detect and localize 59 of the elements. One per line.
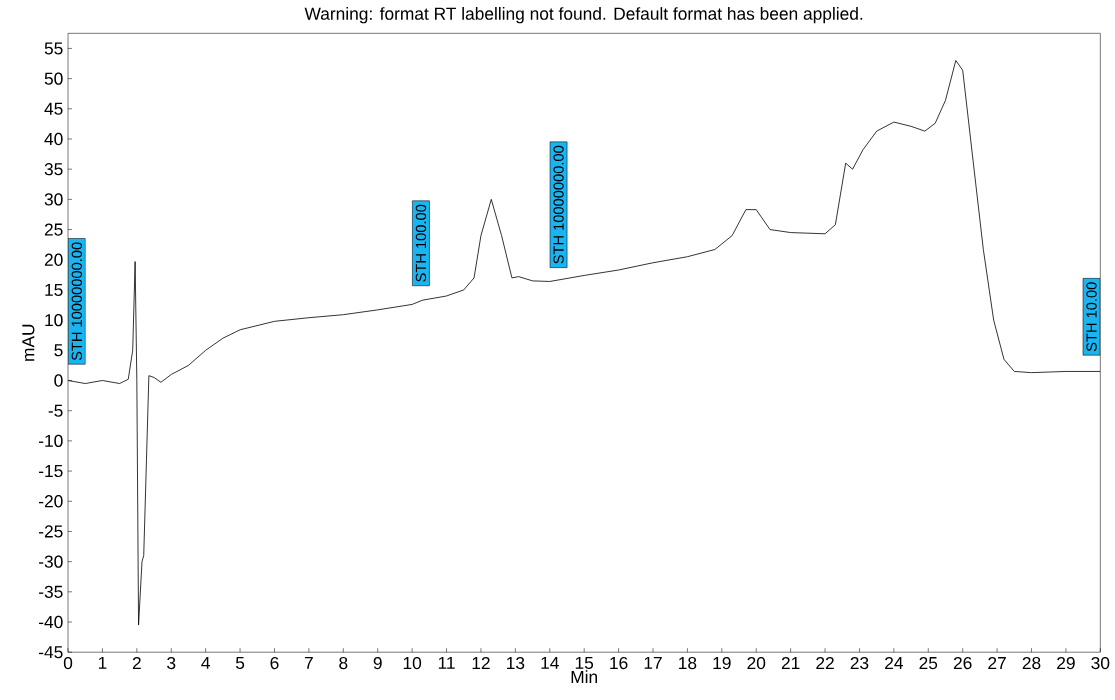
x-tick-label: 22 xyxy=(816,656,834,669)
y-tick-label: -35 xyxy=(39,585,63,598)
x-tick-label: 4 xyxy=(201,656,210,669)
x-tick-label: 23 xyxy=(850,656,869,670)
y-tick-label: 40 xyxy=(44,132,63,146)
x-tick-label: 13 xyxy=(507,656,525,670)
x-tick-label: 3 xyxy=(167,656,176,670)
x-tick-label: 29 xyxy=(1057,656,1075,670)
x-tick-label: 28 xyxy=(1022,656,1041,670)
y-axis-title: mAU xyxy=(22,324,35,361)
y-tick-label: 35 xyxy=(44,162,63,176)
x-tick-label: 10 xyxy=(403,656,422,670)
x-tick-label: 25 xyxy=(919,656,938,670)
x-tick-label: 5 xyxy=(235,656,245,669)
y-tick-label: 45 xyxy=(44,102,63,115)
x-tick-label: 20 xyxy=(747,656,766,670)
x-tick-label: 0 xyxy=(63,656,73,670)
x-tick-label: 9 xyxy=(373,656,382,670)
annotation: STH 10000000.00 xyxy=(71,242,83,361)
x-tick-label: 6 xyxy=(270,656,279,670)
y-tick-label: -5 xyxy=(48,404,63,417)
y-tick-label: 30 xyxy=(44,193,63,206)
x-tick-label: 21 xyxy=(781,656,800,669)
x-tick-label: 12 xyxy=(472,656,490,669)
x-tick-label: 7 xyxy=(304,656,313,669)
x-tick-label: 15 xyxy=(575,656,594,669)
y-tick-label: 55 xyxy=(44,42,63,55)
x-tick-label: 16 xyxy=(610,656,628,670)
x-tick-label: 18 xyxy=(679,656,697,670)
x-axis-title: Min xyxy=(571,670,598,683)
y-tick-label: -25 xyxy=(39,525,63,538)
y-tick-label: 5 xyxy=(54,344,63,357)
y-tick-label: -30 xyxy=(39,555,63,568)
x-tick-label: 11 xyxy=(438,656,455,669)
x-tick-label: 19 xyxy=(713,656,731,670)
x-tick-label: 26 xyxy=(953,656,972,670)
x-tick-label: 27 xyxy=(988,656,1006,669)
annotation: STH 10.00 xyxy=(1086,282,1097,352)
y-tick-label: -20 xyxy=(39,495,63,508)
y-tick-label: -45 xyxy=(39,646,63,659)
y-tick-label: 50 xyxy=(44,72,63,85)
y-tick-label: -15 xyxy=(39,464,63,478)
y-tick-label: 15 xyxy=(45,283,63,296)
x-tick-label: 1 xyxy=(98,656,107,669)
y-tick-label: 20 xyxy=(44,253,63,266)
x-tick-label: 14 xyxy=(541,656,559,669)
x-tick-label: 8 xyxy=(339,656,348,670)
annotation: STH 10000000.00 xyxy=(553,145,564,264)
y-tick-label: -10 xyxy=(39,434,63,447)
y-tick-label: 0 xyxy=(54,374,63,387)
x-tick-label: 24 xyxy=(885,656,903,669)
chart-title: Warning: format RT labelling not found. Default format has been applied. xyxy=(304,7,863,24)
y-tick-label: 10 xyxy=(45,313,63,327)
y-tick-label: 25 xyxy=(44,223,63,236)
x-tick-label: 17 xyxy=(644,656,662,669)
x-tick-label: 2 xyxy=(132,656,141,669)
y-tick-label: -40 xyxy=(39,615,63,629)
annotation: STH 100.00 xyxy=(415,204,427,282)
x-tick-label: 30 xyxy=(1091,656,1110,670)
